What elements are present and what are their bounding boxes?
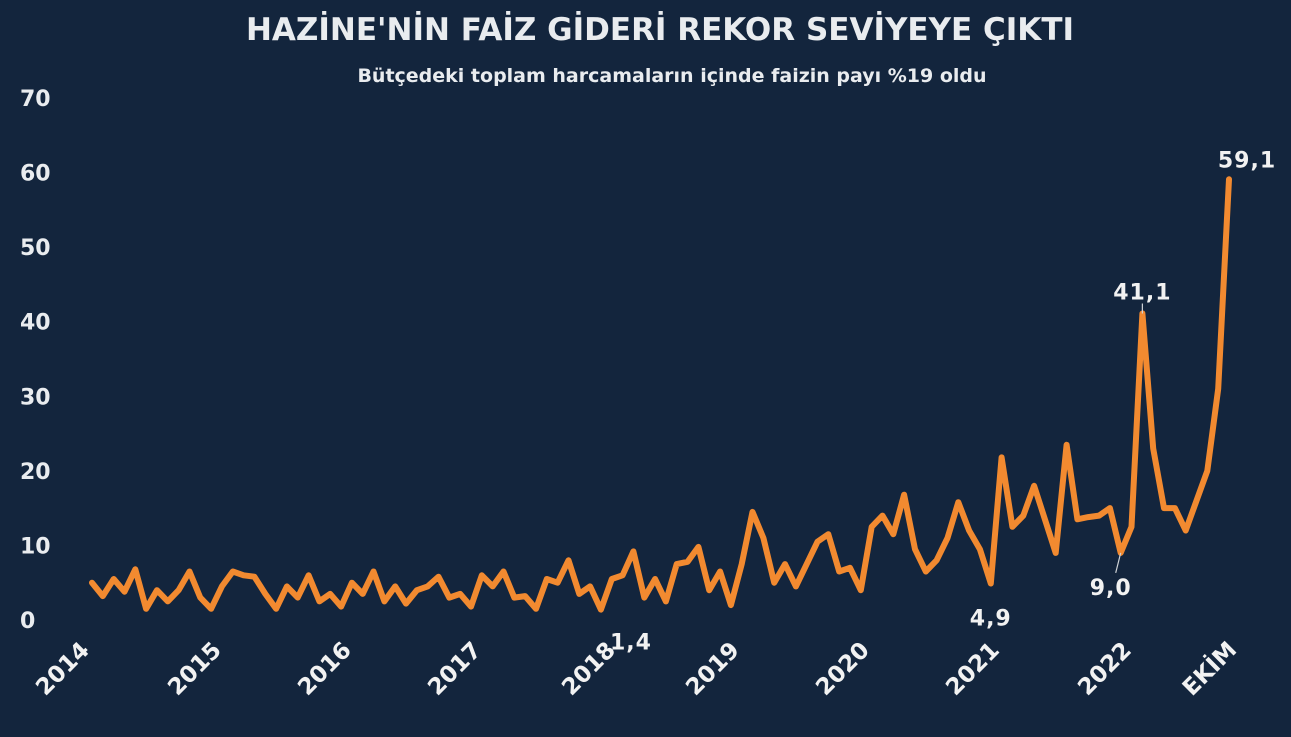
y-tick-label: 70 <box>20 87 51 112</box>
y-tick-label: 40 <box>20 311 51 336</box>
annotation-label: 59,1 <box>1218 148 1276 173</box>
annotation-label: 41,1 <box>1113 281 1171 306</box>
x-tick-label: 2019 <box>681 637 745 701</box>
y-tick-label: 30 <box>20 385 51 410</box>
x-tick-label: EKİM <box>1176 635 1242 701</box>
annotations-group: 1,4 4,9 9,0 41,1 59,1 <box>610 148 1276 656</box>
y-tick-label: 0 <box>20 609 35 634</box>
x-tick-label: 2014 <box>31 637 95 701</box>
chart-subtitle: Bütçedeki toplam harcamaların içinde fai… <box>357 65 986 87</box>
annotation-label: 4,9 <box>970 606 1012 631</box>
x-tick-label: 2017 <box>423 637 487 701</box>
x-tick-label: 2022 <box>1073 637 1137 701</box>
annotation-label: 1,4 <box>610 631 652 656</box>
series-group <box>89 176 1232 613</box>
x-tick-label: 2015 <box>163 637 227 701</box>
annotation-leader-line <box>1115 552 1122 574</box>
chart-title: HAZİNE'NİN FAİZ GİDERİ REKOR SEVİYEYE ÇI… <box>246 12 1074 48</box>
x-tick-label: 2021 <box>941 637 1005 701</box>
y-tick-label: 60 <box>20 162 51 187</box>
series-line <box>89 176 1232 613</box>
y-tick-label: 20 <box>20 460 51 485</box>
annotation-label: 9,0 <box>1090 576 1132 601</box>
x-tick-label: 2020 <box>811 637 875 701</box>
y-axis-ticks: 0 10 20 30 40 50 60 70 <box>20 87 51 634</box>
y-tick-label: 10 <box>20 534 51 559</box>
y-tick-label: 50 <box>20 236 51 261</box>
x-tick-label: 2016 <box>293 637 357 701</box>
